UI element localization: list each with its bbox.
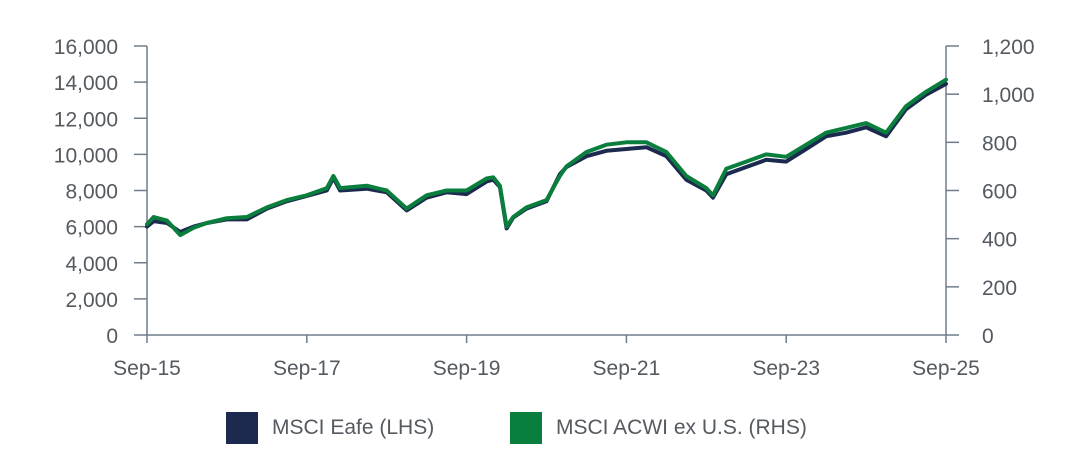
chart: 0 2,000 4,000 6,000 8,000 10,000 12,000 14,000 1… [54, 36, 1035, 380]
series-layer [145, 77, 948, 238]
x-axis-tick-label: Sep-25 [912, 357, 980, 380]
series-line-msci-acwi-ex-us [145, 77, 948, 238]
x-axis-tick-label: Sep-21 [593, 357, 661, 380]
right-axis-tick-label: 1,000 [982, 84, 1035, 107]
left-axis-tick-label: 4,000 [65, 253, 118, 276]
x-axis: Sep-15 Sep-17 Sep-19 Sep-21 Sep-23 Sep-25 [113, 334, 980, 380]
legend-swatch-msci-eafe [226, 412, 258, 444]
x-axis-tick-label: Sep-19 [433, 357, 501, 380]
left-y-axis: 0 2,000 4,000 6,000 8,000 10,000 12,000 14,000 1… [54, 36, 148, 348]
left-axis-tick-label: 2,000 [65, 289, 118, 312]
left-axis-tick-label: 0 [106, 325, 118, 348]
right-axis-tick-label: 1,200 [982, 36, 1035, 59]
x-axis-tick-label: Sep-23 [752, 357, 820, 380]
right-axis-tick-label: 0 [982, 325, 994, 348]
left-axis-tick-label: 14,000 [54, 72, 118, 95]
legend-item-msci-eafe: MSCI Eafe (LHS) [226, 406, 434, 450]
legend-item-msci-acwi-ex-us: MSCI ACWI ex U.S. (RHS) [510, 406, 807, 450]
left-axis-tick-label: 16,000 [54, 36, 118, 59]
left-axis-tick-label: 10,000 [54, 144, 118, 167]
right-axis-tick-label: 400 [982, 229, 1017, 252]
left-axis-tick-label: 6,000 [65, 217, 118, 240]
legend-label-msci-acwi-ex-us: MSCI ACWI ex U.S. (RHS) [556, 416, 807, 439]
legend-swatch-msci-acwi-ex-us [510, 412, 542, 444]
right-y-axis: 0 200 400 600 800 1,000 1,200 [945, 36, 1035, 348]
right-axis-tick-label: 800 [982, 132, 1017, 155]
right-axis-tick-label: 200 [982, 277, 1017, 300]
series-line-msci-eafe [145, 81, 948, 234]
legend: MSCI Eafe (LHS) MSCI ACWI ex U.S. (RHS) [0, 406, 1076, 450]
left-axis-tick-label: 8,000 [65, 181, 118, 204]
left-axis-tick-label: 12,000 [54, 108, 118, 131]
x-axis-tick-label: Sep-15 [113, 357, 181, 380]
x-axis-tick-label: Sep-17 [273, 357, 341, 380]
legend-label-msci-eafe: MSCI Eafe (LHS) [272, 416, 435, 439]
right-axis-tick-label: 600 [982, 181, 1017, 204]
